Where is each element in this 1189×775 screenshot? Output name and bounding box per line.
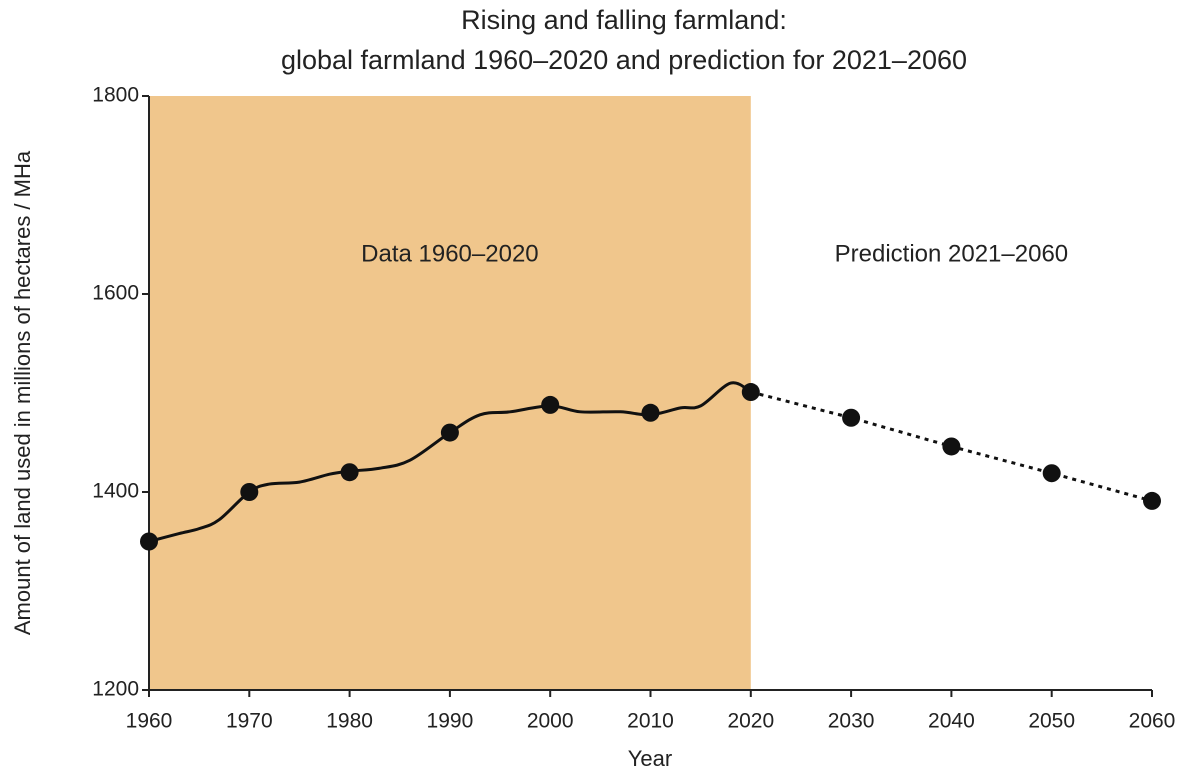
data-point <box>240 483 259 501</box>
x-tick-label: 1990 <box>427 710 474 733</box>
x-tick-label: 1960 <box>126 710 173 733</box>
data-point <box>942 437 961 456</box>
x-tick-label: 2030 <box>828 710 875 733</box>
series-line <box>148 381 752 543</box>
data-point <box>440 423 459 442</box>
x-tick-label: 2050 <box>1028 710 1075 733</box>
data-point <box>741 383 760 402</box>
data-point <box>641 403 660 422</box>
chart-title: Rising and falling farmland: <box>461 5 787 35</box>
region-label: Data 1960–2020 <box>361 240 539 267</box>
data-point <box>842 408 861 427</box>
x-axis-label: Year <box>628 746 672 771</box>
data-point <box>541 395 560 414</box>
x-tick-label: 2020 <box>727 710 774 733</box>
x-tick-label: 2060 <box>1129 710 1176 733</box>
data-point <box>140 532 158 551</box>
prediction-label: Prediction 2021–2060 <box>835 240 1069 267</box>
x-tick-label: 2040 <box>928 710 975 733</box>
data-point <box>340 463 359 482</box>
x-tick-label: 1980 <box>326 710 373 733</box>
shaded-region <box>149 96 751 690</box>
y-tick-label: 1800 <box>92 84 139 107</box>
data-point <box>1042 464 1061 483</box>
data-point <box>1143 491 1161 510</box>
x-tick-label: 2000 <box>527 710 574 733</box>
y-tick-label: 1200 <box>92 678 139 701</box>
x-tick-label: 1970 <box>226 710 273 733</box>
y-axis-label: Amount of land used in millions of hecta… <box>10 150 35 635</box>
chart-subtitle: global farmland 1960–2020 and prediction… <box>281 45 967 75</box>
y-tick-label: 1400 <box>92 480 139 503</box>
x-tick-label: 2010 <box>627 710 674 733</box>
y-tick-label: 1600 <box>92 282 139 305</box>
